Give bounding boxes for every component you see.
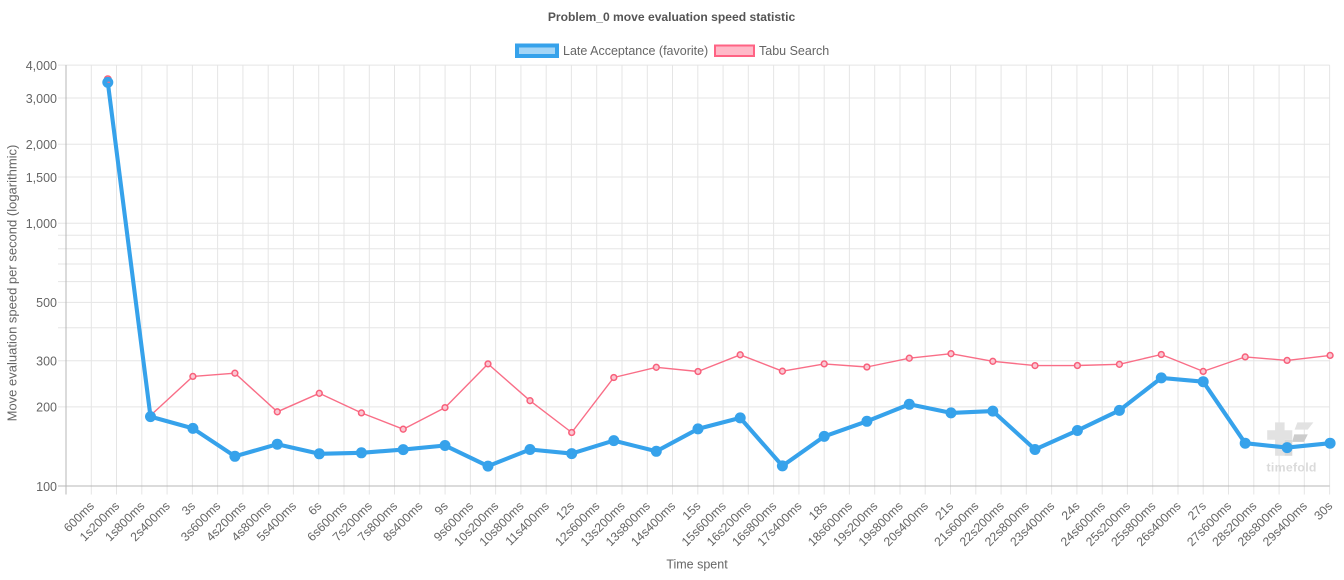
svg-text:3,000: 3,000 [26,92,57,106]
svg-text:Time spent: Time spent [666,558,728,572]
svg-text:200: 200 [36,401,57,415]
svg-text:Tabu Search: Tabu Search [759,44,829,58]
svg-text:Late Acceptance (favorite): Late Acceptance (favorite) [563,44,708,58]
svg-text:4,000: 4,000 [26,59,57,73]
svg-text:1,500: 1,500 [26,171,57,185]
svg-text:timefold: timefold [1267,460,1317,474]
svg-text:1,000: 1,000 [26,217,57,231]
svg-text:300: 300 [36,355,57,369]
svg-text:500: 500 [36,296,57,310]
svg-text:Problem_0 move evaluation spee: Problem_0 move evaluation speed statisti… [548,10,796,24]
svg-text:Move evaluation speed per seco: Move evaluation speed per second (logari… [5,145,20,422]
svg-text:2,000: 2,000 [26,138,57,152]
svg-text:100: 100 [36,480,57,494]
